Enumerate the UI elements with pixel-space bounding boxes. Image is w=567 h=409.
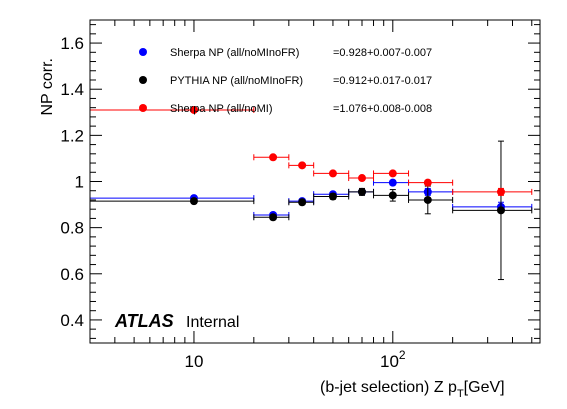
data-point [328,169,337,178]
data-point [496,187,505,196]
legend-entry-value: =0.928+0.007-0.007 [333,47,432,59]
data-point [357,187,366,196]
data-point [189,197,198,206]
data-point [189,105,198,114]
data-point [423,195,432,204]
legend-entry-name: Sherpa NP (all/noMI) [170,103,273,115]
legend-entry-value: =1.076+0.008-0.008 [333,103,432,115]
x-axis-title-unit: [GeV] [464,379,505,396]
data-point [298,198,307,207]
series-1 [89,140,533,281]
legend-marker [139,104,147,112]
data-point [357,174,366,183]
y-tick-label: 1 [75,173,84,192]
legend-entry-value: =0.912+0.017-0.017 [333,75,432,87]
internal-label: Internal [186,314,239,331]
legend-entry-name: Sherpa NP (all/noMInoFR) [170,47,299,59]
x-axis-title: (b-jet selection) Z pT[GeV] [320,379,505,400]
x-tick-label: 10 [185,352,204,371]
legend-marker [139,48,147,56]
x-tick-label: 102 [380,348,406,371]
y-tick-label: 1.2 [60,126,84,145]
x-axis-title-main: (b-jet selection) Z p [320,379,457,396]
data-point [388,191,397,200]
data-point [269,153,278,162]
data-point [423,178,432,187]
axes-layer: 0.4 0.6 0.8 1 1.2 1.4 1.6 10 102 [60,20,540,371]
series-2 [89,105,533,196]
data-point [328,192,337,201]
y-tick-label: 1.4 [60,80,84,99]
y-tick-label: 0.4 [60,311,84,330]
data-point [298,161,307,170]
legend-marker [139,76,147,84]
data-point [269,213,278,222]
y-tick-label: 0.6 [60,265,84,284]
legend-entry-name: PYTHIA NP (all/noMInoFR) [170,75,303,87]
plot-frame [89,19,541,344]
data-point [496,206,505,215]
data-point [388,178,397,187]
y-tick-label: 1.6 [60,34,84,53]
y-tick-label: 0.8 [60,219,84,238]
atlas-label: ATLAS [114,311,174,331]
data-point [388,169,397,178]
x-axis-title-subscript: T [457,388,464,400]
data-layer [89,105,533,281]
legend: Sherpa NP (all/noMInoFR) =0.928+0.007-0.0… [139,47,432,115]
series-0 [89,178,533,219]
y-axis-title: NP corr. [39,58,56,116]
